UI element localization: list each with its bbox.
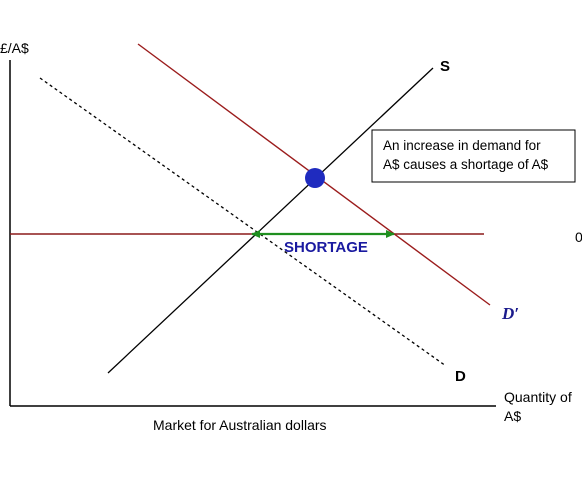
new-demand-label: D′ — [501, 304, 519, 323]
new-equilibrium-point — [305, 168, 325, 188]
x-axis-label-line2: A$ — [504, 408, 521, 424]
callout-text-line2: A$ causes a shortage of A$ — [383, 157, 549, 172]
diagram-caption: Market for Australian dollars — [153, 417, 327, 433]
cutoff-tick-label: 0 — [575, 229, 582, 245]
shortage-label: SHORTAGE — [284, 239, 368, 256]
y-axis-label: £/A$ — [0, 40, 29, 56]
x-axis-label-line1: Quantity of — [504, 389, 572, 405]
demand-label: D — [455, 368, 466, 385]
supply-label: S — [440, 58, 450, 75]
callout-box — [371, 129, 576, 183]
callout-text-line1: An increase in demand for — [383, 138, 541, 153]
demand-curve-d — [39, 77, 447, 367]
supply-curve-s — [107, 67, 434, 374]
